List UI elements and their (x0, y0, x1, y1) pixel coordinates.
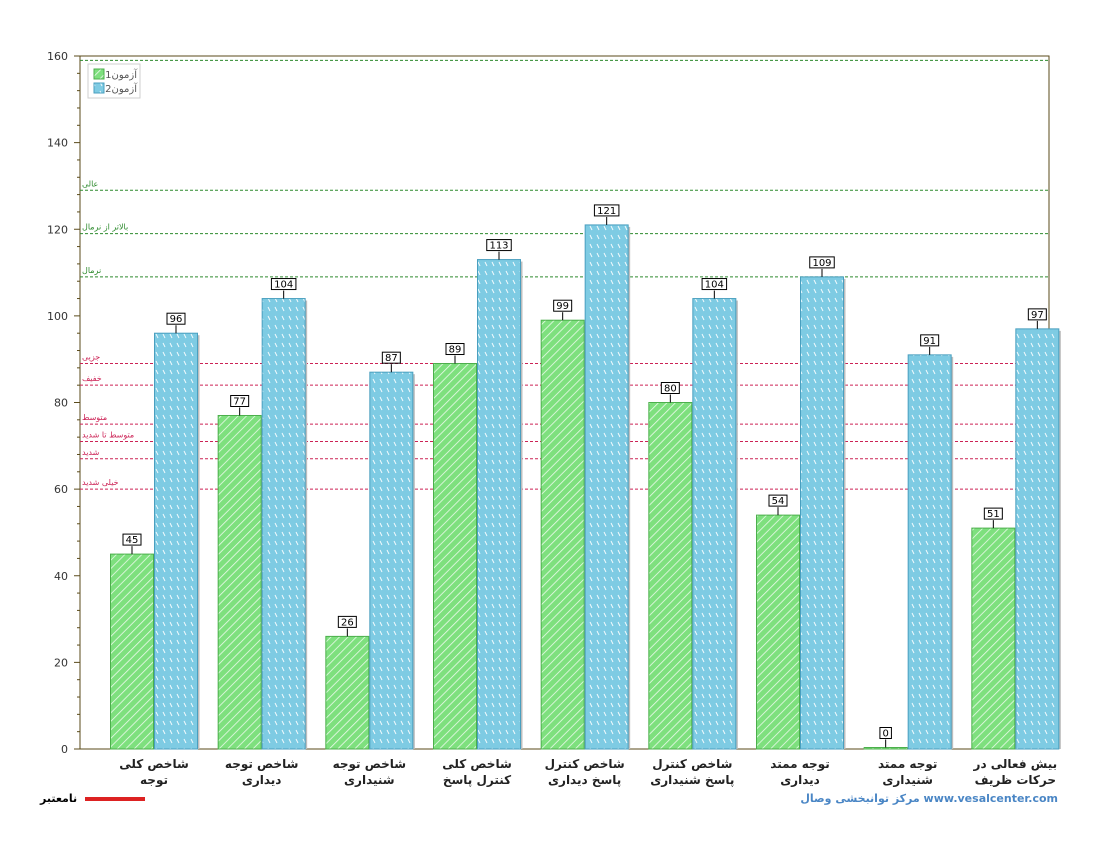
bar-test1 (863, 747, 908, 750)
reference-line-label: عالی (82, 179, 98, 188)
category-label: شاخص توجه (225, 757, 298, 772)
data-label: 99 (556, 301, 569, 312)
invalid-legend: نامعتبر (40, 792, 146, 805)
y-tick-label: 100 (47, 310, 68, 323)
category-label: دیداری (780, 773, 820, 787)
data-label-box (445, 343, 465, 356)
bar-test1 (325, 635, 370, 750)
data-label-box (920, 334, 940, 347)
reference-line-label: متوسط تا شدید (82, 430, 134, 439)
data-label: 109 (812, 258, 831, 269)
category-label: کنترل پاسخ (443, 773, 511, 787)
category-label: حرکات ظریف (975, 773, 1056, 787)
data-label-box (701, 278, 728, 291)
category-label: شاخص کنترل (545, 757, 625, 771)
bar-test2 (369, 371, 414, 750)
data-label-box (166, 312, 186, 325)
bar-test1 (433, 363, 477, 750)
data-label-box (553, 299, 573, 312)
data-label: 54 (772, 496, 785, 507)
data-label-box (381, 351, 401, 364)
invalid-label: نامعتبر (40, 792, 78, 805)
reference-line-label: متوسط (82, 413, 107, 422)
category-label: پاسخ شنیداری (650, 773, 734, 787)
category-label: شنیداری (882, 773, 933, 787)
data-label: 104 (274, 280, 293, 291)
data-label: 97 (1031, 310, 1044, 321)
data-label-box (230, 394, 250, 407)
bar-test2 (692, 298, 737, 750)
category-label: شاخص توجه (333, 757, 406, 772)
data-label: 104 (705, 280, 724, 291)
y-tick-label: 20 (54, 656, 68, 669)
data-label-box (337, 615, 357, 628)
category-label: توجه ممتد (878, 757, 937, 772)
category-label: توجه (140, 773, 168, 788)
y-tick-label: 140 (47, 137, 68, 150)
data-label: 0 (882, 729, 888, 740)
data-label-box (486, 239, 512, 252)
bar-test2 (1015, 328, 1060, 750)
data-label: 26 (341, 617, 354, 628)
data-label: 89 (449, 345, 462, 356)
data-label: 121 (597, 206, 616, 217)
bar-test2 (154, 332, 198, 750)
reference-line-label: بالاتر از نرمال (82, 223, 128, 232)
bar-test1 (540, 319, 585, 750)
bar-test1 (648, 402, 693, 750)
brand-text: مرکز توانبخشی وصال www.vesalcenter.com (800, 792, 1058, 805)
bar-test2 (800, 276, 844, 750)
bar-test1 (110, 553, 154, 750)
data-label-box (879, 727, 892, 739)
bar-test2 (907, 354, 952, 750)
reference-line-label: شدید (82, 448, 100, 457)
bar-test2 (477, 259, 521, 750)
category-label: شاخص کلی (442, 757, 512, 771)
category-label: شاخص کلی (119, 757, 189, 771)
data-label-box (1027, 308, 1047, 321)
category-label: پاسخ دیداری (548, 773, 621, 787)
data-label-box (983, 507, 1003, 520)
legend-swatch (93, 68, 105, 80)
data-label: 45 (126, 535, 139, 546)
y-tick-label: 120 (47, 223, 68, 236)
bar-test1 (756, 514, 800, 750)
data-label-box (660, 382, 680, 394)
bar-test1 (971, 527, 1016, 750)
category-label: توجه ممتد (770, 757, 829, 772)
category-label: شنیداری (344, 773, 395, 787)
reference-line-label: نرمال (82, 266, 101, 275)
category-label: بیش فعالی در (973, 757, 1058, 771)
data-label: 51 (987, 509, 1000, 520)
data-label-box (593, 204, 620, 217)
y-tick-label: 160 (47, 50, 68, 63)
bar-test1 (217, 414, 262, 750)
data-label-box (768, 494, 788, 507)
reference-line-label: جزیی (82, 353, 100, 362)
y-tick-label: 60 (54, 483, 68, 496)
data-label: 87 (385, 353, 398, 364)
bar-test2 (261, 298, 306, 750)
data-label: 113 (489, 241, 508, 252)
y-tick-label: 40 (54, 570, 68, 583)
reference-line-label: خفیف (82, 374, 102, 383)
reference-line-label: خیلی شدید (82, 478, 119, 487)
y-tick-label: 0 (61, 743, 68, 756)
data-label-box (809, 256, 835, 269)
legend-label: آزمون1 (105, 68, 138, 81)
legend-swatch (93, 82, 105, 94)
data-label: 80 (664, 384, 677, 395)
category-label: شاخص کنترل (652, 757, 732, 771)
invalid-line-swatch (85, 796, 146, 801)
category-label: دیداری (242, 773, 282, 787)
legend-label: آزمون2 (105, 82, 138, 95)
y-tick-label: 80 (54, 397, 68, 410)
data-label: 77 (233, 396, 246, 407)
data-label: 96 (170, 314, 183, 325)
data-label: 91 (923, 336, 936, 347)
data-label-box (122, 533, 142, 546)
bar-test2 (584, 224, 629, 750)
data-label-box (270, 278, 297, 291)
